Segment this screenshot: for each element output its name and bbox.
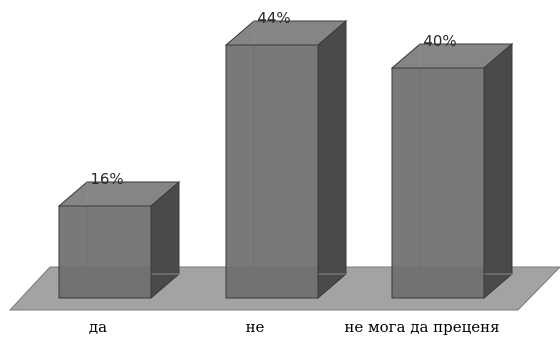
bar-2 (224, 19, 348, 300)
bar-side-face (483, 42, 513, 300)
bar-front-face (225, 44, 319, 299)
category-label: не мога да преценя (344, 318, 499, 336)
value-labels: 16% 44% 40% (90, 9, 456, 188)
value-label: 44% (257, 9, 290, 27)
bar-side-face (317, 19, 347, 300)
bar-front-face (391, 67, 485, 299)
category-label: не (246, 318, 265, 336)
value-label: 40% (423, 32, 456, 50)
bar-front-face (58, 205, 152, 299)
bar-1 (57, 180, 181, 300)
category-label: да (89, 318, 107, 336)
category-labels: да не не мога да преценя (89, 318, 500, 336)
bars (57, 19, 514, 300)
bar-3 (390, 42, 514, 300)
value-label: 16% (90, 170, 123, 188)
